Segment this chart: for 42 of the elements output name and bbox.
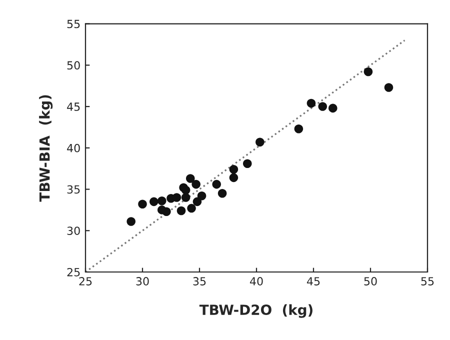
point	[172, 193, 182, 202]
point	[229, 165, 238, 174]
point	[256, 138, 264, 146]
y-tick-label: 35	[67, 185, 80, 194]
point	[187, 204, 196, 213]
point	[192, 197, 202, 206]
x-tick-label: 30	[136, 277, 149, 286]
x-tick-label: 40	[250, 277, 263, 286]
point	[197, 191, 206, 200]
point	[181, 193, 190, 202]
y-tick-label: 40	[67, 144, 80, 152]
point	[384, 83, 394, 92]
point	[138, 200, 147, 209]
point	[157, 196, 166, 206]
x-axis-title: TBW-D2O (kg)	[199, 304, 312, 318]
point	[364, 67, 373, 76]
point	[212, 180, 221, 189]
point	[229, 173, 238, 182]
y-tick-label: 45	[67, 102, 80, 111]
point	[186, 174, 195, 183]
y-axis-title: TBW-BIA (kg)	[39, 95, 53, 202]
point	[306, 98, 316, 108]
x-tick-label: 35	[193, 277, 206, 286]
point	[242, 159, 252, 168]
x-tick-label: 25	[79, 277, 92, 286]
point	[218, 189, 227, 198]
point	[181, 186, 190, 194]
point	[162, 207, 171, 216]
y-tick-label: 55	[67, 20, 80, 28]
y-tick-label: 25	[67, 268, 80, 276]
point	[150, 197, 158, 206]
point	[328, 104, 338, 113]
y-tick-label: 50	[67, 61, 80, 70]
point	[294, 124, 304, 134]
point	[176, 206, 186, 216]
y-tick-label: 30	[67, 226, 80, 236]
point	[126, 217, 136, 226]
x-tick-label: 45	[306, 277, 320, 286]
point	[318, 102, 328, 111]
x-tick-label: 50	[364, 277, 377, 286]
x-tick-label: 55	[421, 277, 434, 286]
point	[192, 180, 200, 189]
